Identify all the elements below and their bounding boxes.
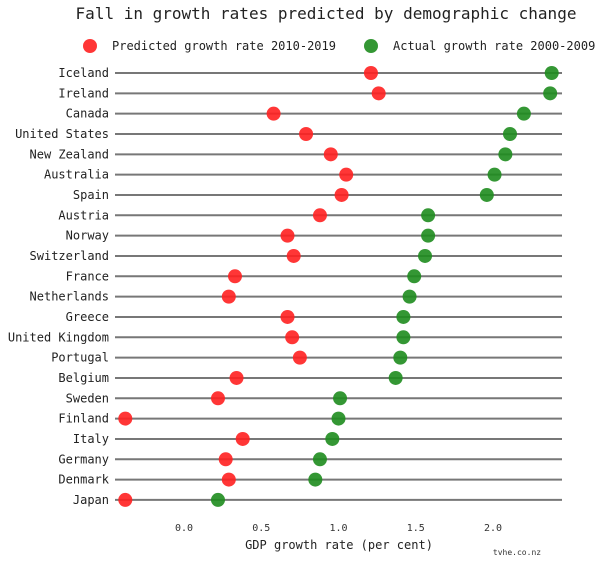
category-label: Spain bbox=[73, 188, 109, 202]
predicted-point bbox=[286, 248, 301, 263]
predicted-point bbox=[280, 309, 295, 324]
predicted-point bbox=[229, 370, 244, 385]
category-label: Canada bbox=[66, 107, 109, 121]
category-label: France bbox=[66, 269, 109, 283]
predicted-point bbox=[118, 492, 133, 507]
category-label: Australia bbox=[44, 168, 109, 182]
category-label: Sweden bbox=[66, 391, 109, 405]
actual-point bbox=[544, 66, 559, 80]
predicted-point bbox=[371, 86, 386, 101]
predicted-point bbox=[292, 350, 307, 365]
category-label: Japan bbox=[73, 493, 109, 507]
actual-point bbox=[402, 289, 417, 304]
x-axis-label: GDP growth rate (per cent) bbox=[245, 538, 433, 552]
x-tick-labels: 0.0 0.5 1.0 1.5 2.0 bbox=[175, 523, 502, 534]
category-label: Ireland bbox=[58, 86, 109, 100]
category-label: Austria bbox=[58, 208, 109, 222]
predicted-point bbox=[221, 472, 236, 487]
actual-point bbox=[396, 330, 411, 345]
x-tick-label: 1.5 bbox=[407, 523, 425, 534]
actual-point bbox=[487, 167, 502, 182]
actual-point bbox=[407, 269, 422, 284]
actual-point bbox=[498, 147, 513, 162]
actual-point bbox=[388, 370, 403, 385]
x-tick-label: 2.0 bbox=[484, 523, 502, 534]
predicted-point bbox=[221, 289, 236, 304]
predicted-point bbox=[323, 147, 338, 162]
predicted-point bbox=[218, 452, 233, 467]
predicted-point bbox=[285, 330, 300, 345]
actual-point bbox=[421, 208, 436, 223]
actual-point bbox=[331, 411, 346, 426]
actual-point bbox=[308, 472, 323, 487]
category-label: Portugal bbox=[51, 351, 109, 365]
actual-point bbox=[325, 431, 340, 446]
category-label: Germany bbox=[58, 452, 109, 466]
legend-label-actual: Actual growth rate 2000-2009 bbox=[393, 39, 595, 53]
predicted-point bbox=[210, 391, 225, 406]
category-label: Greece bbox=[66, 310, 109, 324]
predicted-point bbox=[118, 411, 133, 426]
category-labels: Iceland Ireland Canada United States New Zea… bbox=[8, 66, 110, 507]
actual-point bbox=[210, 492, 225, 507]
predicted-point bbox=[266, 106, 281, 121]
predicted-point bbox=[334, 187, 349, 202]
category-label: Norway bbox=[66, 229, 109, 243]
x-tick-label: 0.5 bbox=[252, 523, 270, 534]
chart-title: Fall in growth rates predicted by demogr… bbox=[76, 4, 577, 23]
legend-marker-predicted bbox=[83, 39, 97, 53]
actual-point bbox=[543, 86, 558, 101]
actual-point bbox=[516, 106, 531, 121]
actual-point bbox=[312, 452, 327, 467]
predicted-point bbox=[280, 228, 295, 243]
predicted-point bbox=[339, 167, 354, 182]
actual-point bbox=[479, 187, 494, 202]
predicted-point bbox=[227, 269, 242, 284]
category-label: Finland bbox=[58, 412, 109, 426]
category-label: Switzerland bbox=[30, 249, 109, 263]
credit-text: tvhe.co.nz bbox=[493, 548, 541, 557]
actual-point bbox=[418, 248, 433, 263]
actual-point bbox=[396, 309, 411, 324]
legend: Predicted growth rate 2010-2019 Actual g… bbox=[83, 39, 595, 53]
actual-point bbox=[333, 391, 348, 406]
legend-marker-actual bbox=[364, 39, 378, 53]
category-label: United Kingdom bbox=[8, 330, 109, 344]
actual-point bbox=[502, 126, 517, 141]
x-tick-label: 0.0 bbox=[175, 523, 193, 534]
predicted-point bbox=[235, 431, 250, 446]
predicted-point bbox=[363, 66, 378, 80]
category-label: Denmark bbox=[58, 473, 109, 487]
category-label: Italy bbox=[73, 432, 109, 446]
data-points bbox=[118, 66, 559, 507]
category-label: Belgium bbox=[58, 371, 109, 385]
category-label: Netherlands bbox=[30, 290, 109, 304]
x-tick-label: 1.0 bbox=[329, 523, 347, 534]
category-label: United States bbox=[15, 127, 109, 141]
actual-point bbox=[421, 228, 436, 243]
predicted-point bbox=[312, 208, 327, 223]
category-label: New Zealand bbox=[30, 147, 109, 161]
legend-label-predicted: Predicted growth rate 2010-2019 bbox=[112, 39, 336, 53]
predicted-point bbox=[299, 126, 314, 141]
actual-point bbox=[393, 350, 408, 365]
category-label: Iceland bbox=[58, 66, 109, 80]
